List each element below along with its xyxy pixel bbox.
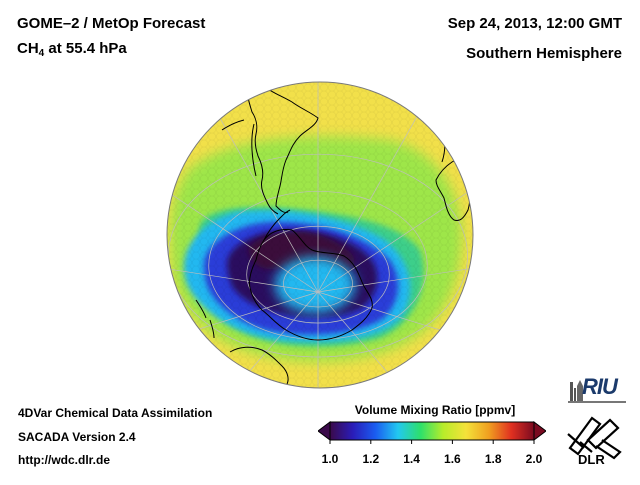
colorbar-tick-label: 1.4: [403, 452, 420, 466]
title-line-2: CH4 at 55.4 hPa: [17, 40, 127, 59]
meridian-line: [317, 291, 473, 363]
coast-south-america-west: [221, 119, 257, 177]
footer-line-1: 4DVar Chemical Data Assimilation: [18, 406, 213, 420]
hemisphere-label: Southern Hemisphere: [466, 45, 622, 62]
meridian-line: [167, 251, 319, 293]
colorbar-gradient: [329, 421, 535, 441]
meridian-line: [167, 291, 319, 363]
colorbar-tick-label: 1.2: [362, 452, 380, 466]
species-subscript: 4: [38, 48, 45, 59]
riu-logo-icon: [568, 380, 626, 403]
globe-outline: [166, 81, 474, 389]
colorbar-under-arrow: [318, 421, 331, 441]
pressure-level: at 55.4 hPa: [44, 40, 127, 57]
globe-field: [167, 82, 473, 388]
footer-line-2: SACADA Version 2.4: [18, 430, 136, 444]
colorbar-ticks: [329, 440, 535, 444]
colorbar: [318, 421, 546, 444]
dlr-logo-icon: [567, 416, 622, 460]
forecast-date: Sep 24, 2013, 12:00 GMT: [447, 15, 622, 32]
meridian-line: [187, 291, 319, 388]
colorbar-over-arrow: [533, 421, 546, 441]
hexagon-grid-overlay: [167, 82, 473, 388]
colorbar-tick-label: 1.6: [444, 452, 461, 466]
meridian-line: [167, 141, 319, 293]
species-name: CH: [17, 40, 39, 57]
colorbar-tick-label: 2.0: [525, 452, 543, 466]
coast-new-zealand: [195, 299, 215, 339]
footer-url[interactable]: http://wdc.dlr.de: [18, 453, 110, 467]
meridian-line: [317, 251, 473, 293]
coast-africa: [435, 159, 471, 221]
riu-logo-text: RIU: [582, 374, 618, 399]
coast-antarctic-peninsula: [263, 209, 291, 241]
title-line-1: GOME–2 / MetOp Forecast: [17, 15, 206, 32]
dlr-logo-text: DLR: [578, 452, 605, 467]
colorbar-title: Volume Mixing Ratio [ppmv]: [354, 403, 516, 417]
meridian-line: [317, 291, 449, 388]
coast-australia: [229, 346, 289, 387]
colorbar-tick-label: 1.0: [321, 452, 339, 466]
coast-antarctica: [249, 229, 373, 341]
colorbar-tick-label: 1.8: [484, 452, 502, 466]
